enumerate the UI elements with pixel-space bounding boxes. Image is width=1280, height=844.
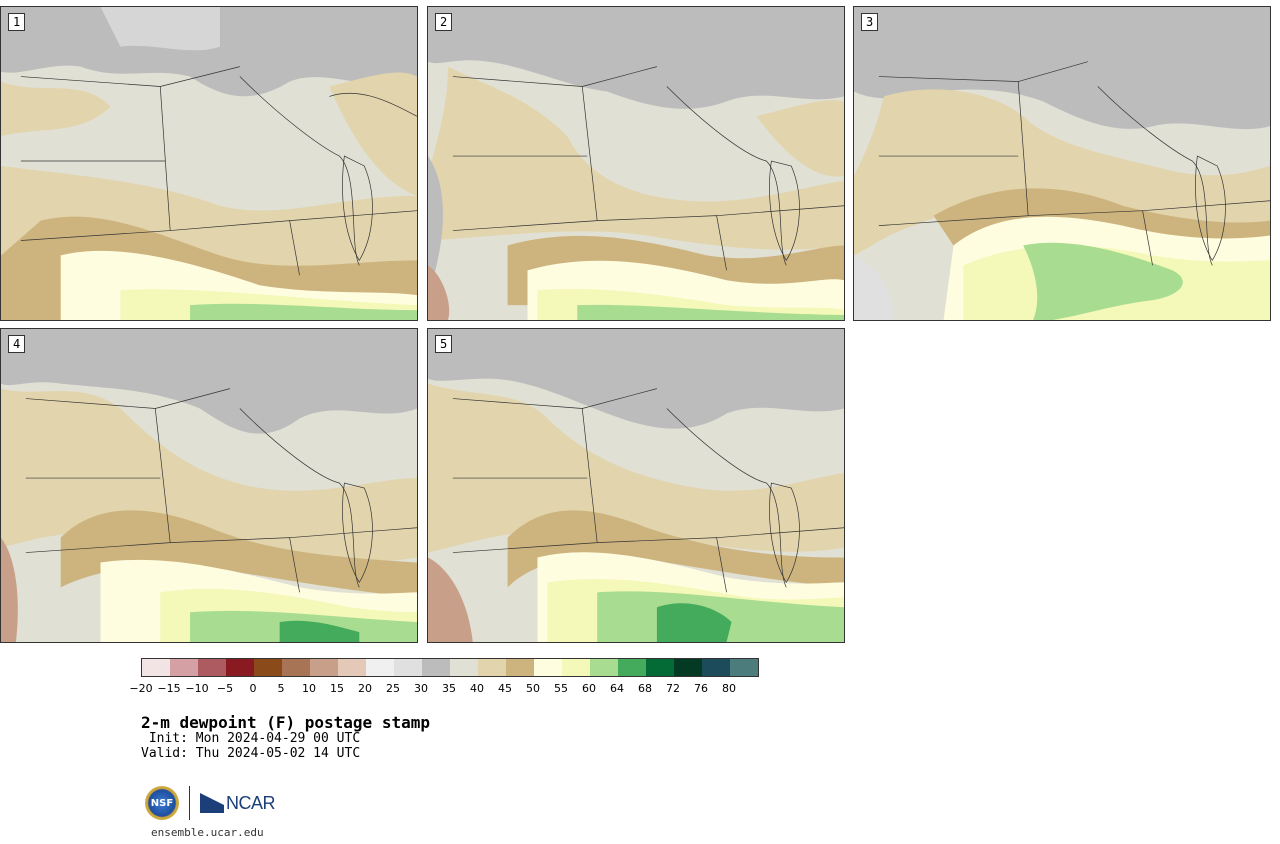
colorbar-swatch xyxy=(366,659,394,676)
colorbar-tick-label: 68 xyxy=(638,682,652,695)
website-url: ensemble.ucar.edu xyxy=(151,826,264,839)
colorbar-tick-label: 60 xyxy=(582,682,596,695)
colorbar-swatch xyxy=(646,659,674,676)
colorbar-swatch xyxy=(506,659,534,676)
colorbar-tick-label: 5 xyxy=(277,682,285,695)
colorbar-swatch xyxy=(282,659,310,676)
colorbar-swatch xyxy=(170,659,198,676)
colorbar-tick-label: 72 xyxy=(666,682,680,695)
colorbar-swatch xyxy=(562,659,590,676)
colorbar-swatch xyxy=(590,659,618,676)
colorbar-tick-label: 55 xyxy=(554,682,568,695)
colorbar-tick-label: 15 xyxy=(330,682,344,695)
colorbar-tick-label: 0 xyxy=(249,682,257,695)
colorbar-tick-label: −10 xyxy=(185,682,209,695)
colorbar-swatch xyxy=(338,659,366,676)
colorbar-tick-label: 45 xyxy=(498,682,512,695)
panel-number: 5 xyxy=(435,335,453,353)
colorbar-tick-label: 10 xyxy=(302,682,316,695)
panel-number: 1 xyxy=(8,13,26,31)
colorbar-swatch xyxy=(254,659,282,676)
colorbar-swatch xyxy=(702,659,730,676)
colorbar-tick-label: −20 xyxy=(129,682,153,695)
figure-title: 2-m dewpoint (F) postage stamp xyxy=(141,713,430,732)
colorbar-swatch xyxy=(310,659,338,676)
colorbar-tick-label: 50 xyxy=(526,682,540,695)
member-panel-1: 1 xyxy=(0,6,418,321)
dewpoint-map xyxy=(428,329,844,642)
colorbar-swatch xyxy=(142,659,170,676)
colorbar-swatch xyxy=(730,659,758,676)
init-time: Init: Mon 2024-04-29 00 UTC xyxy=(141,731,361,746)
colorbar-tick-label: −5 xyxy=(216,682,234,695)
panel-number: 4 xyxy=(8,335,26,353)
colorbar-swatch xyxy=(450,659,478,676)
colorbar-swatch xyxy=(478,659,506,676)
dewpoint-map xyxy=(1,7,417,320)
colorbar-tick-label: 35 xyxy=(442,682,456,695)
dewpoint-map xyxy=(1,329,417,642)
ncar-logo-text: NCAR xyxy=(226,792,276,813)
colorbar-tick-label: 76 xyxy=(694,682,708,695)
colorbar-tick-label: 64 xyxy=(610,682,624,695)
colorbar-tick-labels: −20 −15 −10 −5 0 5 10 15 20 25 30 35 40 45 50 55 60 64 68 7… xyxy=(129,682,761,696)
colorbar-swatch xyxy=(198,659,226,676)
colorbar-tick-label: 80 xyxy=(722,682,736,695)
member-panel-2: 2 xyxy=(427,6,845,321)
ncar-logo: NCAR xyxy=(200,792,276,814)
nsf-logo: NSF xyxy=(145,786,179,820)
colorbar-tick-label: 30 xyxy=(414,682,428,695)
ncar-mark-icon xyxy=(200,793,224,813)
valid-time: Valid: Thu 2024-05-02 14 UTC xyxy=(141,746,361,761)
panel-number: 3 xyxy=(861,13,879,31)
member-panel-5: 5 xyxy=(427,328,845,643)
dewpoint-colorbar xyxy=(141,658,759,677)
panel-number: 2 xyxy=(435,13,453,31)
member-panel-4: 4 xyxy=(0,328,418,643)
logos: NSF NCAR xyxy=(145,786,276,820)
colorbar-swatch xyxy=(674,659,702,676)
dewpoint-map xyxy=(854,7,1270,320)
colorbar-swatch xyxy=(422,659,450,676)
colorbar-tick-label: 40 xyxy=(470,682,484,695)
member-panel-3: 3 xyxy=(853,6,1271,321)
logo-divider xyxy=(189,786,190,820)
colorbar-swatch xyxy=(618,659,646,676)
colorbar-swatch xyxy=(226,659,254,676)
colorbar-tick-label: 25 xyxy=(386,682,400,695)
colorbar-swatch xyxy=(534,659,562,676)
colorbar-tick-label: 20 xyxy=(358,682,372,695)
colorbar-swatch xyxy=(394,659,422,676)
dewpoint-map xyxy=(428,7,844,320)
colorbar-tick-label: −15 xyxy=(157,682,181,695)
nsf-logo-text: NSF xyxy=(150,797,174,809)
